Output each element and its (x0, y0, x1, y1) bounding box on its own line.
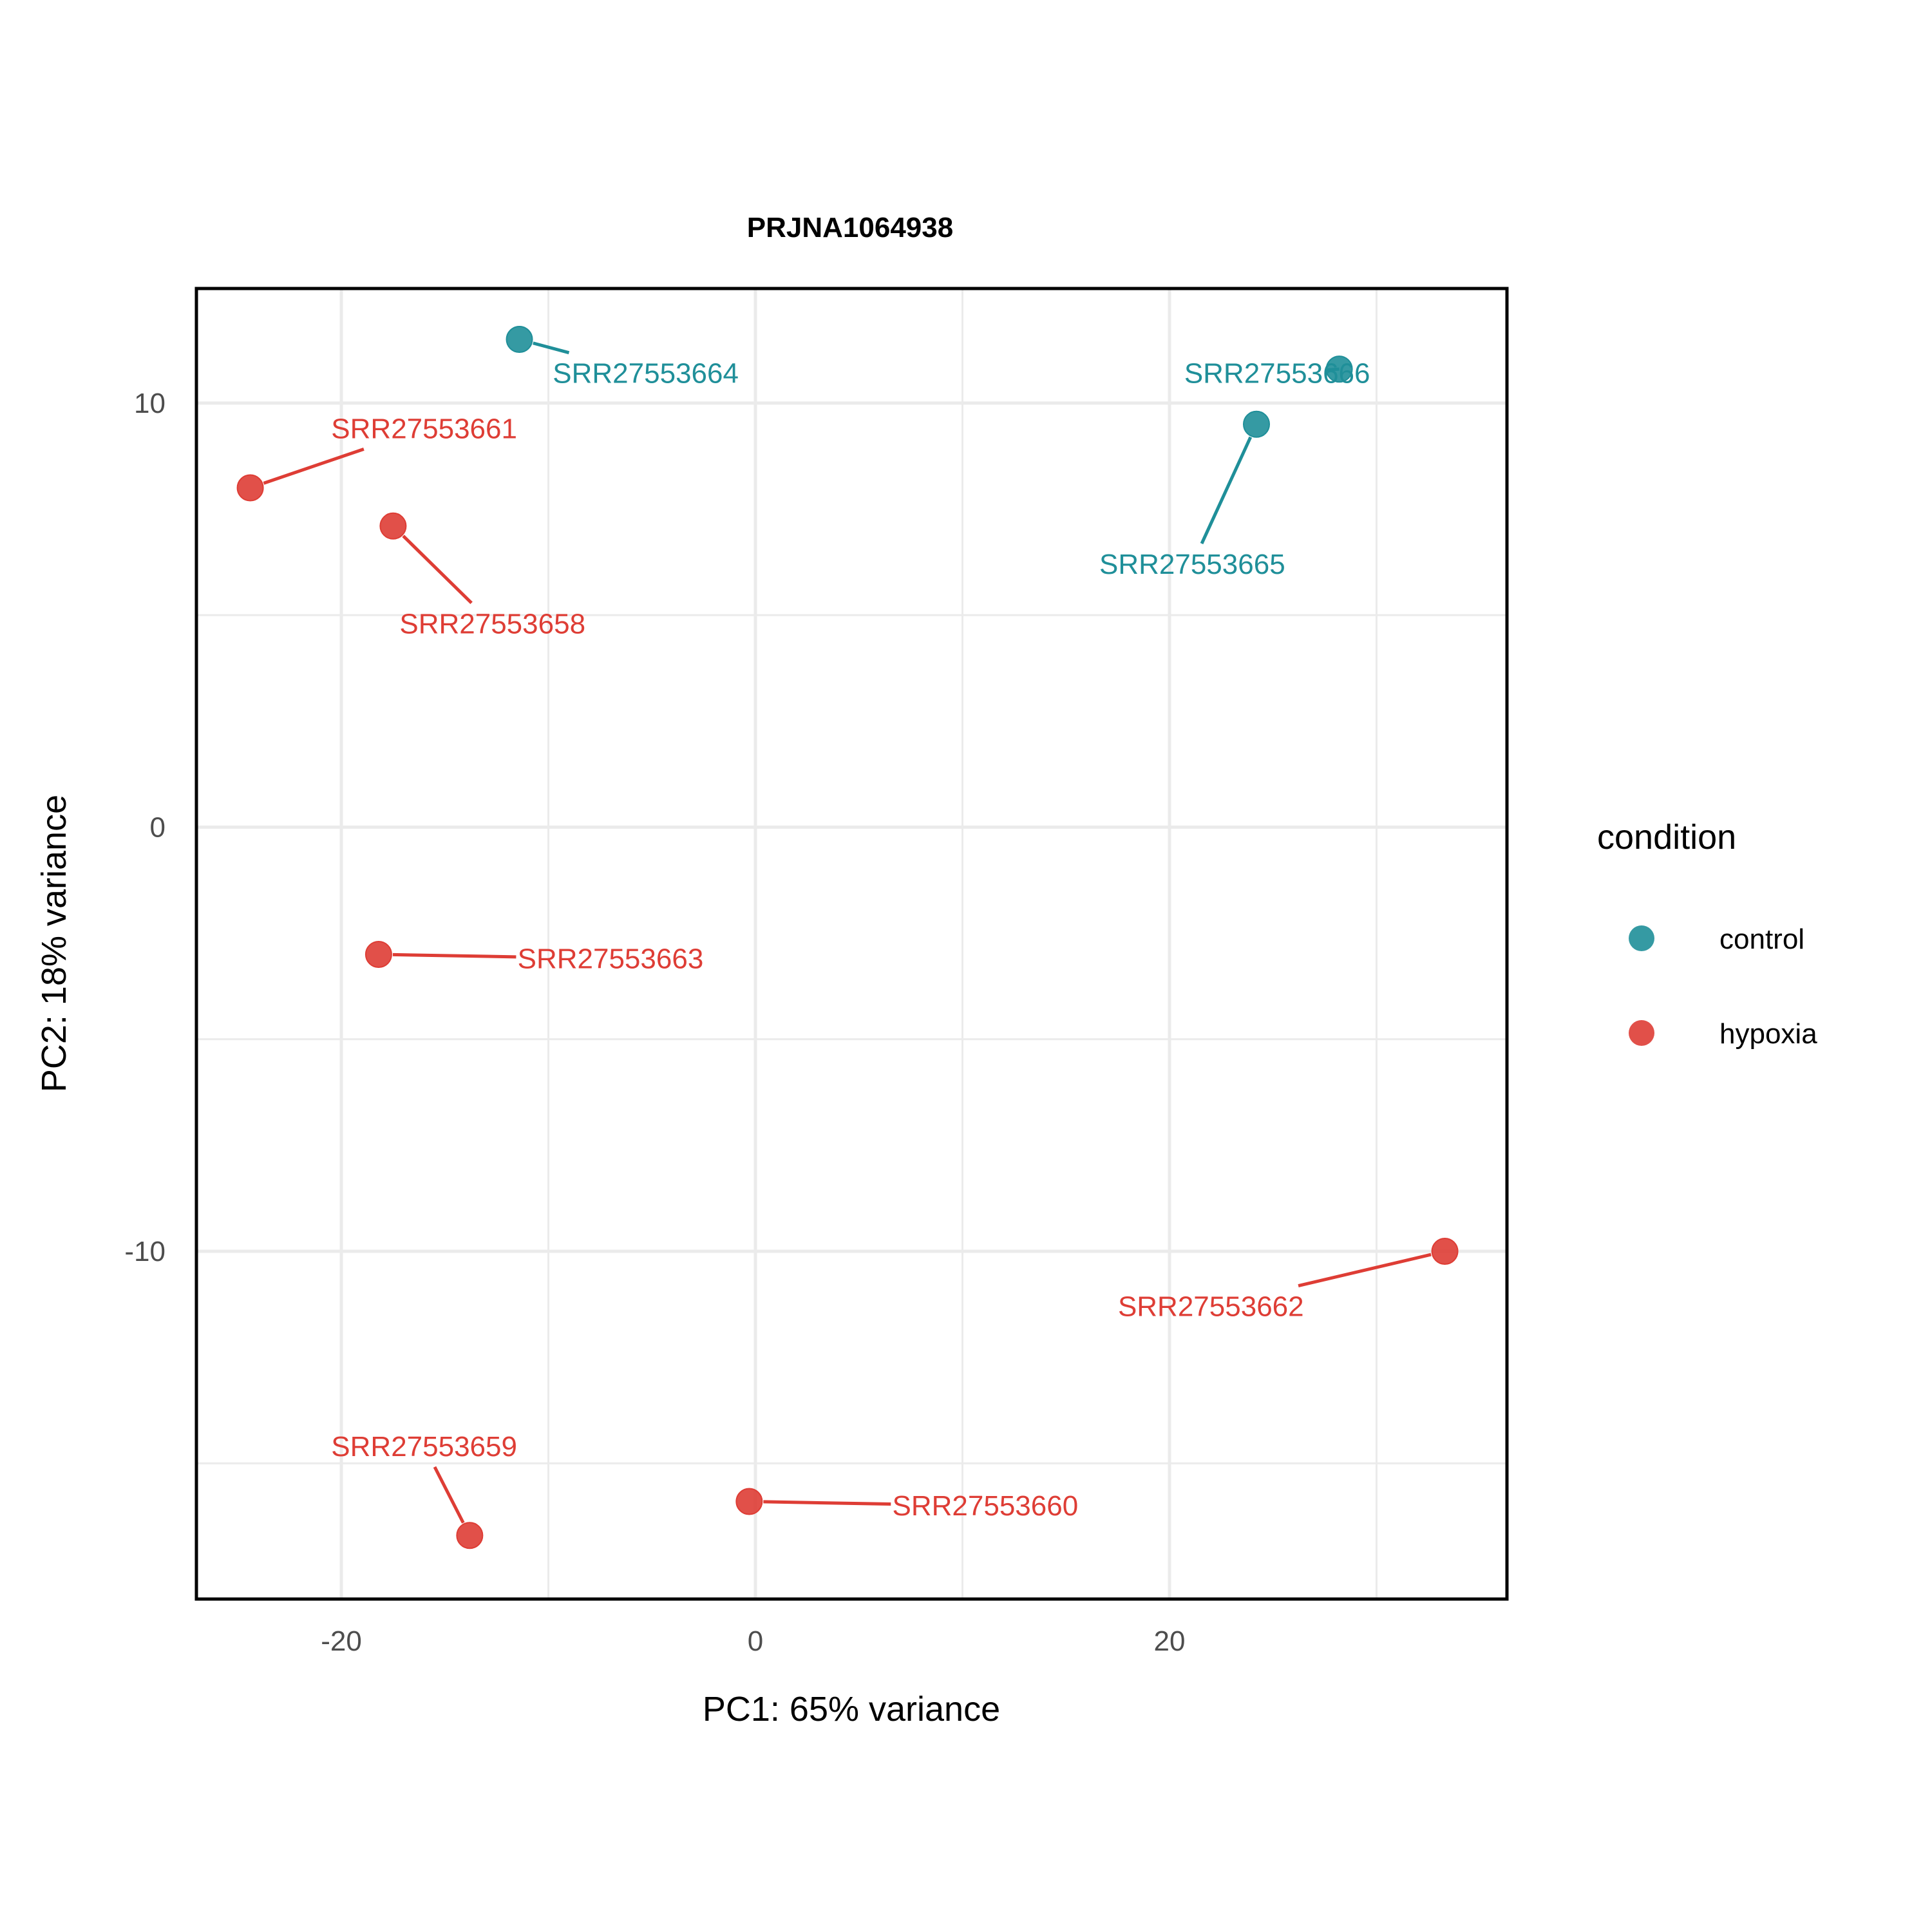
point-label: SRR27553658 (399, 608, 585, 639)
label-connector (402, 535, 473, 605)
label-connector (433, 1466, 465, 1524)
point-label: SRR27553666 (1184, 358, 1370, 390)
plot-panel-border (194, 287, 1509, 1601)
point-label: SRR27553662 (1118, 1291, 1304, 1323)
data-point (236, 474, 264, 502)
y-axis-title: PC2: 18% variance (35, 795, 73, 1092)
legend-key-control (1629, 925, 1654, 951)
label-connector (1298, 1253, 1432, 1288)
data-points (236, 326, 1459, 1549)
label-connector (263, 447, 365, 485)
legend: condition control hypoxia (1597, 818, 1817, 1050)
data-point (1431, 1237, 1459, 1265)
data-point (1243, 410, 1271, 438)
y-axis-ticks: -10 0 10 (124, 388, 166, 1267)
x-tick-label: 20 (1154, 1625, 1186, 1657)
x-tick-label: -20 (321, 1625, 362, 1657)
x-axis-title: PC1: 65% variance (703, 1690, 1000, 1728)
label-connector (763, 1500, 891, 1506)
data-point (735, 1488, 763, 1515)
data-point (456, 1522, 484, 1549)
x-axis-ticks: -20 0 20 (321, 1625, 1185, 1657)
point-label: SRR27553664 (553, 358, 739, 390)
label-connector (1200, 436, 1253, 545)
y-tick-label: -10 (124, 1236, 166, 1267)
gridlines (196, 289, 1507, 1599)
point-label: SRR27553660 (893, 1490, 1079, 1522)
label-connector (392, 952, 516, 959)
point-label: SRR27553661 (331, 413, 517, 444)
label-connector (533, 341, 570, 355)
data-point (1325, 355, 1353, 383)
label-connectors (263, 341, 1432, 1524)
chart-title: PRJNA1064938 (747, 212, 953, 243)
data-point (365, 940, 392, 968)
point-labels: SRR27553664 SRR27553666 SRR27553665 SRR2755… (331, 358, 1370, 1522)
legend-title: condition (1597, 818, 1736, 857)
point-label: SRR27553665 (1099, 549, 1285, 580)
data-point (379, 512, 407, 540)
x-tick-label: 0 (748, 1625, 763, 1657)
legend-label-hypoxia: hypoxia (1719, 1018, 1817, 1050)
y-tick-label: 0 (150, 811, 166, 843)
y-tick-label: 10 (134, 388, 166, 419)
point-label: SRR27553659 (331, 1431, 517, 1463)
point-label: SRR27553663 (518, 943, 704, 975)
data-point (506, 326, 533, 354)
legend-key-hypoxia (1629, 1020, 1654, 1046)
legend-label-control: control (1719, 923, 1804, 955)
